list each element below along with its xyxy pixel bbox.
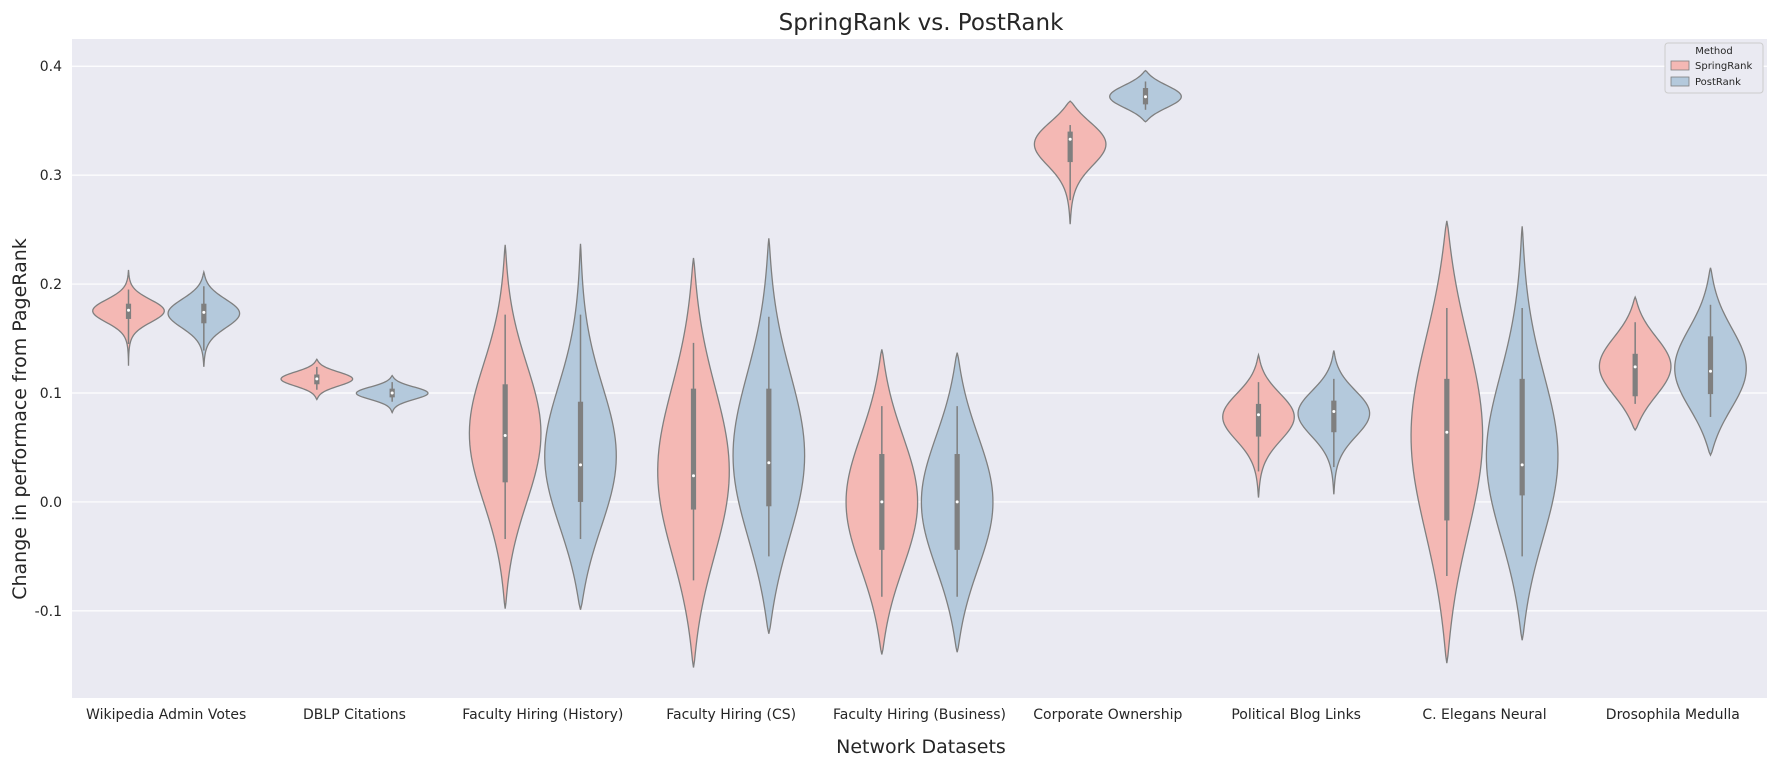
legend-swatch-postrank [1670, 76, 1690, 87]
iqr-box [766, 388, 772, 507]
median-point [202, 310, 206, 314]
legend-frame [1664, 42, 1764, 94]
x-tick-label: C. Elegans Neural [1422, 707, 1546, 723]
chart-title: SpringRank vs. PostRank [779, 10, 1064, 36]
y-tick-label: 0.1 [40, 386, 62, 402]
median-point [1520, 463, 1524, 467]
x-tick-label: Faculty Hiring (CS) [666, 707, 796, 723]
legend-label-postrank: PostRank [1695, 77, 1741, 88]
median-point [315, 377, 319, 381]
median-point [767, 461, 771, 465]
median-point [503, 433, 507, 437]
median-point [1332, 410, 1336, 414]
iqr-box [1444, 378, 1450, 521]
gridlines [72, 65, 1767, 612]
legend-label-springrank: SpringRank [1695, 61, 1752, 72]
x-tick-label: Faculty Hiring (Business) [833, 707, 1006, 723]
median-point [1257, 413, 1260, 417]
median-point [579, 463, 582, 467]
median-point [127, 308, 130, 312]
y-tick-label: -0.1 [35, 604, 62, 620]
x-axis-ticks: Wikipedia Admin Votes DBLP Citations Facul… [86, 707, 1740, 723]
iqr-box [1519, 378, 1525, 496]
violins [92, 69, 1747, 668]
median-point [390, 391, 394, 395]
y-axis-ticks: -0.1 0.0 0.1 0.2 0.3 0.4 [35, 59, 62, 620]
x-tick-label: Corporate Ownership [1033, 707, 1182, 723]
x-axis-label: Network Datasets [836, 736, 1006, 758]
median-point [1068, 137, 1072, 141]
y-tick-label: 0.4 [40, 59, 62, 75]
median-point [955, 500, 959, 504]
x-tick-label: Drosophila Medulla [1606, 707, 1740, 723]
iqr-box [690, 388, 697, 510]
iqr-box [502, 384, 508, 483]
y-tick-label: 0.0 [40, 495, 62, 511]
y-axis-label: Change in performace from PageRank [9, 238, 31, 600]
x-tick-label: Wikipedia Admin Votes [86, 707, 246, 723]
iqr-box [1255, 403, 1262, 437]
median-point [1445, 430, 1449, 434]
legend: Method SpringRank PostRank [1664, 42, 1764, 94]
plot-area [72, 39, 1767, 698]
y-tick-label: 0.2 [40, 277, 62, 293]
iqr-box [1632, 353, 1638, 397]
legend-title: Method [1695, 46, 1733, 57]
iqr-box [1067, 131, 1073, 163]
median-point [880, 500, 884, 504]
iqr-box [1331, 400, 1337, 433]
x-tick-label: Political Blog Links [1231, 707, 1361, 723]
iqr-box [577, 401, 584, 502]
iqr-box [1707, 336, 1714, 395]
median-point [1709, 369, 1712, 373]
legend-swatch-springrank [1670, 60, 1690, 71]
x-tick-label: DBLP Citations [303, 707, 406, 723]
y-tick-label: 0.3 [40, 168, 62, 184]
x-tick-label: Faculty Hiring (History) [462, 707, 623, 723]
median-point [1633, 365, 1637, 369]
median-point [692, 474, 695, 478]
median-point [1144, 95, 1147, 99]
